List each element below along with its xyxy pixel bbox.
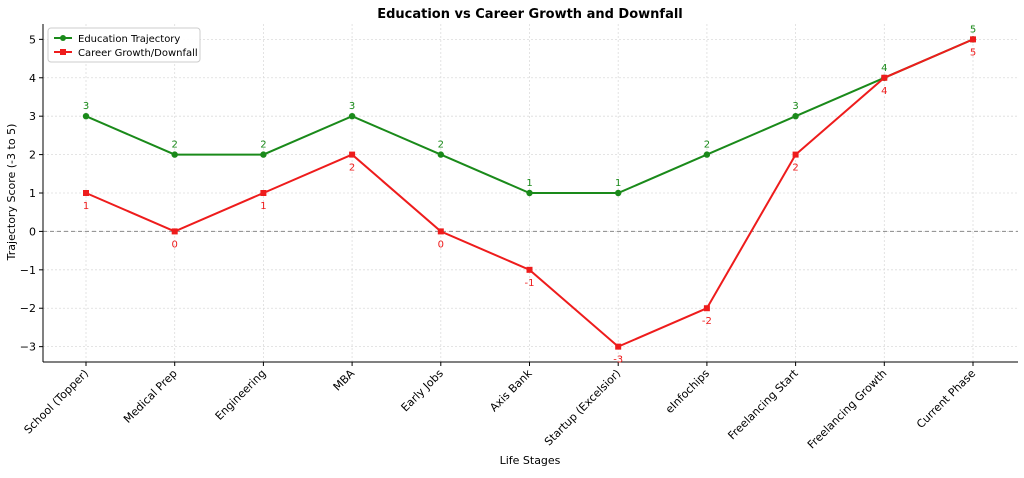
x-axis-label: Life Stages [500, 454, 561, 467]
data-point [703, 151, 711, 158]
data-point [792, 151, 799, 158]
legend-marker [60, 35, 66, 41]
data-point [970, 36, 976, 43]
data-label: 3 [792, 101, 798, 112]
data-label: 4 [881, 86, 887, 97]
y-axis-ticks: −3 −2 −1 0 1 2 3 4 5 [20, 33, 43, 354]
legend-label: Career Growth/Downfall [78, 48, 198, 59]
data-label: 2 [349, 163, 355, 174]
data-label: 2 [172, 140, 178, 151]
data-label: 2 [260, 140, 266, 151]
y-tick-label: 1 [29, 187, 36, 200]
data-label: 2 [704, 140, 710, 151]
legend-box [47, 27, 201, 63]
data-point [437, 151, 444, 158]
y-tick-label: −3 [20, 341, 36, 354]
data-point [615, 343, 622, 350]
data-label: 1 [526, 178, 532, 189]
data-label: 2 [792, 163, 798, 174]
data-label: -2 [702, 316, 712, 327]
data-point [703, 305, 710, 312]
y-tick-label: −1 [20, 264, 36, 277]
data-point [171, 151, 178, 158]
data-label: 5 [970, 47, 976, 58]
data-point [348, 112, 356, 120]
data-point [83, 190, 89, 196]
legend-marker [60, 49, 66, 55]
data-label: 3 [349, 101, 355, 112]
data-point [881, 74, 888, 81]
data-point [526, 189, 533, 197]
data-point [260, 151, 267, 158]
chart-title: Education vs Career Growth and Downfall [377, 7, 683, 22]
data-point [792, 112, 799, 120]
data-point [260, 190, 267, 196]
data-point [615, 189, 622, 197]
data-label: 5 [970, 24, 976, 35]
data-label: 0 [172, 239, 178, 250]
data-point [349, 151, 356, 158]
data-label: 4 [881, 63, 887, 74]
y-tick-label: 2 [29, 149, 36, 162]
legend-label: Education Trajectory [78, 34, 180, 45]
legend: Education Trajectory Career Growth/Downfa… [47, 27, 201, 63]
data-label: -1 [525, 278, 535, 289]
series [82, 36, 977, 350]
data-label: 2 [438, 140, 444, 151]
data-point [171, 228, 178, 235]
data-label: 0 [438, 239, 444, 250]
data-point [526, 266, 533, 273]
y-tick-label: 5 [29, 33, 36, 46]
y-tick-label: 0 [29, 225, 36, 238]
y-tick-label: 4 [29, 72, 36, 85]
y-tick-label: −2 [20, 302, 36, 315]
data-labels: 3 2 2 3 2 1 1 2 3 4 5 1 0 1 2 0 -1 -3 -2 2 4 5 [83, 24, 976, 365]
data-point [82, 112, 90, 120]
y-axis-label: Trajectory Score (-3 to 5) [5, 124, 18, 262]
data-label: 1 [615, 178, 621, 189]
data-label: 1 [83, 201, 89, 212]
data-point [437, 228, 444, 235]
data-label: -3 [613, 355, 623, 366]
data-label: 3 [83, 101, 89, 112]
y-tick-label: 3 [29, 110, 36, 123]
data-label: 1 [260, 201, 266, 212]
